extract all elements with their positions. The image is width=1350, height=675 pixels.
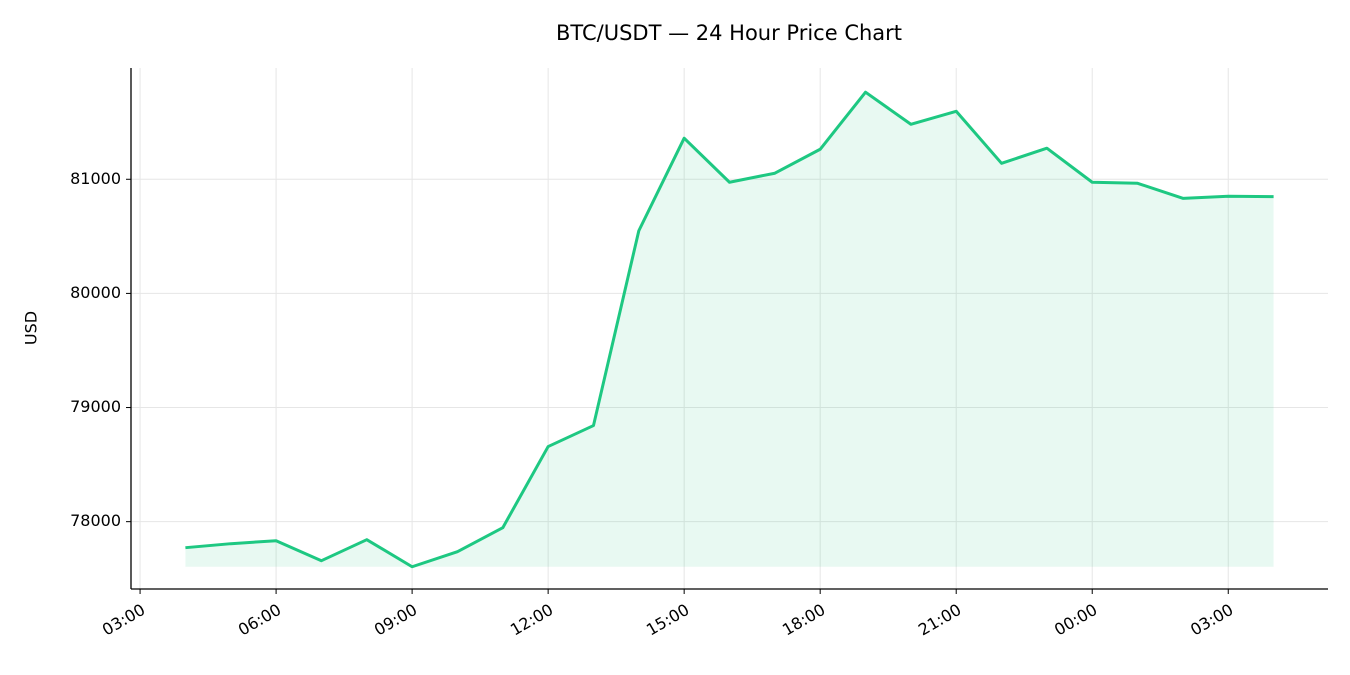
y-tick-label: 78000 xyxy=(70,511,121,530)
y-tick-label: 81000 xyxy=(70,169,121,188)
x-tick-label: 00:00 xyxy=(1051,600,1100,640)
chart-title: BTC/USDT — 24 Hour Price Chart xyxy=(556,21,902,45)
y-axis-label: USD xyxy=(22,311,41,345)
x-tick-label: 18:00 xyxy=(779,600,828,640)
x-tick-label: 15:00 xyxy=(643,600,692,640)
x-tick-label: 03:00 xyxy=(1187,600,1236,640)
x-tick-label: 12:00 xyxy=(507,600,556,640)
y-tick-label: 80000 xyxy=(70,283,121,302)
x-tick-label: 09:00 xyxy=(371,600,420,640)
x-tick-label: 21:00 xyxy=(915,600,964,640)
x-tick-label: 06:00 xyxy=(235,600,284,640)
price-line xyxy=(185,90,1274,569)
y-tick-label: 79000 xyxy=(70,397,121,416)
area-fill xyxy=(185,92,1274,567)
x-tick-label: 03:00 xyxy=(99,600,148,640)
